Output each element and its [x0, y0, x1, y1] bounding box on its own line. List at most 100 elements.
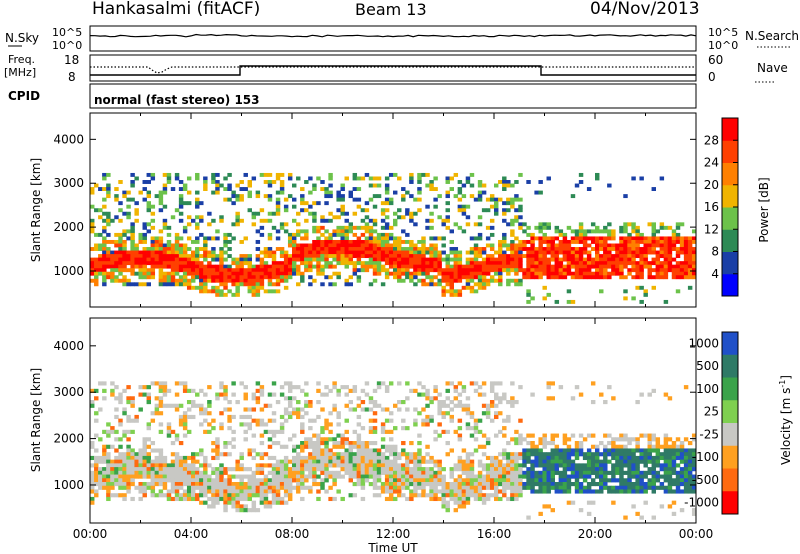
velocity-cell: [623, 515, 628, 520]
velocity-cell: [162, 482, 168, 487]
velocity-cell: [586, 485, 592, 490]
velocity-cell: [174, 381, 180, 386]
power-cell: [300, 197, 305, 202]
velocity-cell: [566, 459, 572, 464]
velocity-cell: [514, 474, 519, 479]
velocity-cell: [506, 470, 511, 475]
velocity-cell: [469, 381, 475, 386]
velocity-cell: [360, 474, 366, 479]
velocity-cell: [441, 482, 446, 487]
velocity-cell: [611, 485, 616, 490]
power-cell: [477, 247, 483, 251]
velocity-cell: [344, 470, 349, 475]
power-cell: [114, 197, 119, 202]
power-cell: [663, 264, 669, 269]
power-cell: [118, 278, 123, 283]
power-cell: [453, 292, 459, 297]
velocity-cell: [122, 411, 127, 416]
power-cell: [360, 268, 366, 273]
velocity-cell: [126, 385, 131, 390]
velocity-cell: [599, 392, 604, 397]
power-cell: [170, 243, 176, 248]
power-colorbar-tick-label: 12: [704, 222, 719, 236]
power-cell: [550, 271, 555, 276]
power-cell: [316, 243, 321, 248]
power-cell: [219, 282, 224, 287]
power-cell: [477, 264, 483, 269]
velocity-cell: [465, 407, 471, 412]
velocity-cell: [255, 508, 261, 513]
velocity-cell: [158, 478, 164, 483]
velocity-cell: [397, 463, 402, 468]
velocity-cell: [279, 467, 285, 472]
velocity-cell: [635, 444, 640, 449]
noise-panel: N.Sky 10^5 10^0 10^5 10^0 N.Search: [5, 25, 799, 52]
velocity-cell: [364, 459, 370, 464]
power-cell: [235, 289, 240, 294]
velocity-cell: [239, 508, 244, 513]
power-cell: [586, 275, 592, 280]
power-cell: [388, 225, 394, 230]
power-cell: [489, 225, 495, 230]
power-cell: [384, 236, 390, 241]
velocity-cell: [102, 482, 107, 487]
power-cell: [574, 271, 580, 276]
power-cell: [344, 261, 349, 266]
power-cell: [122, 268, 127, 273]
power-cell: [138, 190, 143, 195]
velocity-cell: [283, 474, 289, 479]
power-cell: [639, 257, 644, 262]
power-cell: [211, 250, 216, 255]
power-cell: [619, 243, 624, 248]
velocity-cell: [465, 478, 471, 483]
power-cell: [251, 285, 257, 290]
velocity-cell: [586, 463, 592, 468]
velocity-cell: [550, 478, 555, 483]
velocity-cell: [235, 496, 240, 502]
power-cell: [671, 275, 677, 280]
power-cell: [449, 176, 454, 181]
power-cell: [122, 257, 127, 262]
velocity-cell: [449, 489, 454, 494]
power-cell: [130, 225, 135, 230]
velocity-cell: [607, 385, 612, 390]
velocity-cell: [239, 482, 244, 487]
power-cell: [360, 247, 366, 251]
velocity-cell: [405, 467, 410, 472]
velocity-cell: [158, 385, 164, 390]
power-cell: [372, 204, 378, 209]
velocity-cell: [550, 467, 555, 472]
power-cell: [498, 282, 503, 287]
power-cell: [675, 222, 681, 227]
power-cell: [401, 215, 406, 220]
power-cell: [247, 194, 252, 199]
velocity-cell: [162, 470, 168, 475]
velocity-cell: [388, 482, 394, 487]
velocity-cell: [235, 463, 240, 468]
velocity-cell: [401, 400, 406, 405]
velocity-cell: [421, 489, 426, 494]
velocity-cell: [255, 388, 261, 393]
velocity-cell: [401, 482, 406, 487]
power-cell: [231, 282, 236, 287]
power-cell: [138, 257, 143, 262]
power-cell: [158, 201, 164, 206]
velocity-cell: [494, 396, 499, 401]
power-cell: [607, 264, 612, 269]
power-cell: [203, 243, 208, 248]
velocity-cell: [203, 459, 208, 464]
power-cell: [380, 239, 386, 244]
velocity-cell: [566, 474, 572, 479]
power-cell: [110, 275, 115, 280]
power-cell: [518, 264, 523, 269]
velocity-cell: [332, 441, 337, 446]
velocity-cell: [514, 470, 519, 475]
velocity-cell: [223, 493, 228, 498]
velocity-cell: [308, 400, 313, 405]
velocity-cell: [98, 478, 103, 483]
velocity-cell: [275, 470, 281, 475]
power-cell: [554, 229, 560, 234]
power-cell: [332, 271, 337, 276]
power-cell: [546, 236, 551, 241]
power-cell: [619, 250, 624, 255]
